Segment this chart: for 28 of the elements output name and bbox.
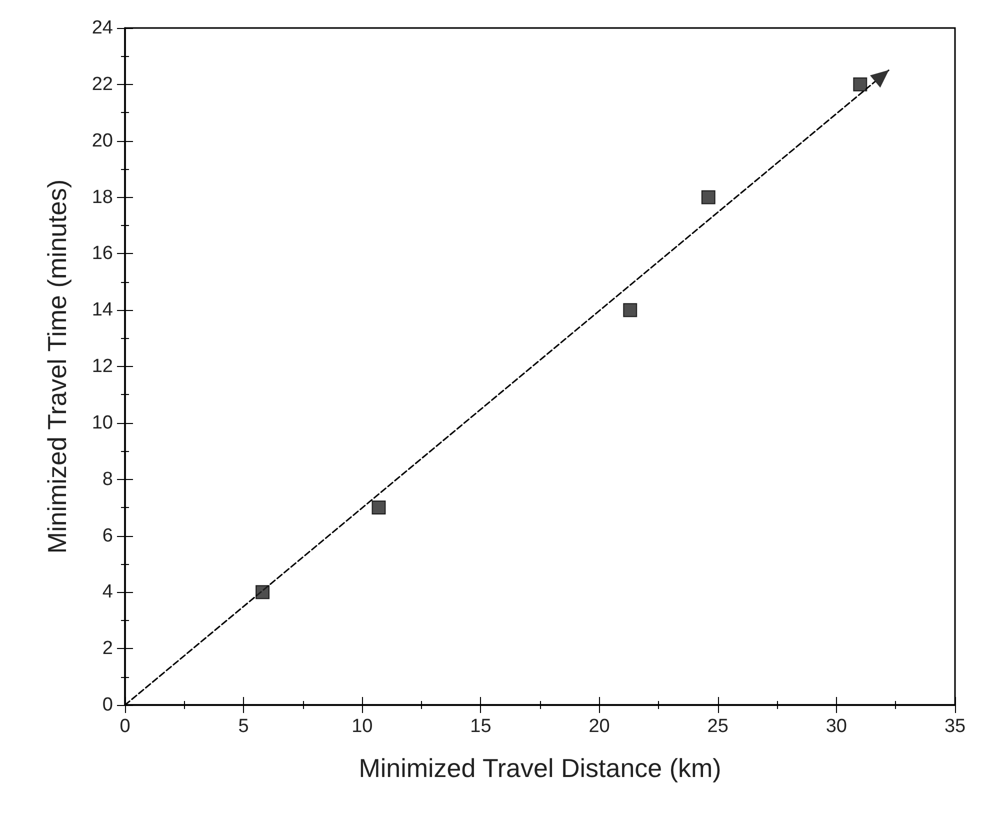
- y-tick-label: 8: [102, 468, 113, 490]
- point: [256, 585, 270, 600]
- point: [701, 190, 716, 204]
- x-tick-label: 30: [826, 716, 847, 737]
- x-tick-label: 10: [352, 716, 373, 737]
- x-tick-label: 5: [238, 716, 249, 737]
- y-axis-title: Minimized Travel Time (minutes): [42, 179, 72, 554]
- y-tick-label: 6: [102, 525, 113, 546]
- y-tick-label: 22: [92, 74, 113, 95]
- x-tick-label: 0: [120, 716, 130, 737]
- point: [623, 303, 638, 318]
- x-tick-label: 20: [588, 716, 610, 737]
- y-tick-label: 18: [92, 186, 113, 208]
- point: [372, 500, 386, 515]
- y-tick-label: 10: [92, 412, 113, 434]
- y-tick-label: 2: [102, 638, 113, 660]
- x-tick-label: 25: [707, 716, 728, 737]
- y-tick-label: 20: [92, 130, 113, 152]
- y-tick-label: 0: [102, 694, 113, 716]
- y-tick-label: 4: [102, 582, 114, 603]
- point: [853, 77, 868, 92]
- x-axis-title: Minimized Travel Distance (km): [358, 753, 722, 783]
- y-tick-label: 12: [92, 356, 113, 377]
- x-tick-label: 35: [944, 716, 966, 737]
- y-tick-label: 24: [92, 18, 114, 38]
- y-tick-label: 16: [92, 243, 113, 264]
- y-tick-label: 14: [92, 300, 114, 321]
- x-tick-label: 15: [470, 716, 492, 737]
